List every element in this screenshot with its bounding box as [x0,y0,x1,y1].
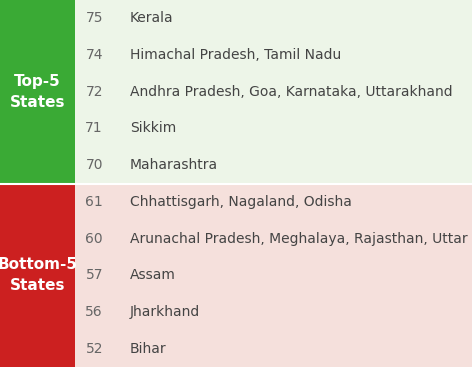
Text: Arunachal Pradesh, Meghalaya, Rajasthan, Uttar Pradesh: Arunachal Pradesh, Meghalaya, Rajasthan,… [130,232,472,246]
Text: Assam: Assam [130,268,176,282]
Text: 74: 74 [85,48,103,62]
Text: 75: 75 [85,11,103,25]
Text: 60: 60 [85,232,103,246]
Text: Bihar: Bihar [130,342,167,356]
Text: Bottom-5
States: Bottom-5 States [0,257,77,293]
Text: 70: 70 [85,158,103,172]
Text: Jharkhand: Jharkhand [130,305,200,319]
Bar [0,184,75,367]
Text: Sikkim: Sikkim [130,121,176,135]
Text: 61: 61 [85,195,103,209]
Text: Andhra Pradesh, Goa, Karnataka, Uttarakhand: Andhra Pradesh, Goa, Karnataka, Uttarakh… [130,85,453,99]
Text: Top-5
States: Top-5 States [10,74,65,110]
Text: 57: 57 [85,268,103,282]
Bar [0,0,472,184]
Text: 56: 56 [85,305,103,319]
Text: 71: 71 [85,121,103,135]
Text: 52: 52 [85,342,103,356]
Text: 72: 72 [85,85,103,99]
Text: Chhattisgarh, Nagaland, Odisha: Chhattisgarh, Nagaland, Odisha [130,195,352,209]
Text: Kerala: Kerala [130,11,174,25]
Bar [0,0,75,184]
Text: Himachal Pradesh, Tamil Nadu: Himachal Pradesh, Tamil Nadu [130,48,341,62]
Bar [0,184,472,367]
Text: Maharashtra: Maharashtra [130,158,218,172]
